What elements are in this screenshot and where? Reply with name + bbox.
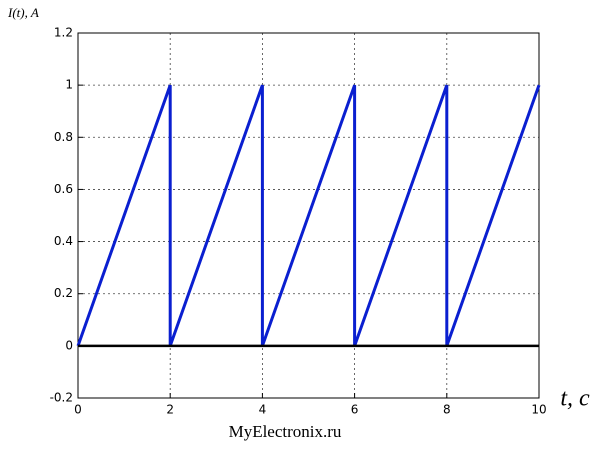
- x-tick-label: 8: [443, 403, 451, 417]
- watermark: MyElectronix.ru: [229, 422, 342, 441]
- y-tick-label: 1: [65, 78, 73, 92]
- y-tick-label: 0.6: [54, 182, 73, 196]
- x-tick-label: 10: [531, 403, 546, 417]
- y-tick-label: 0.2: [54, 286, 73, 300]
- x-tick-label: 6: [351, 403, 359, 417]
- x-tick-label: 2: [166, 403, 174, 417]
- y-tick-label: 0: [65, 338, 73, 352]
- plot-frame: [77, 32, 540, 399]
- x-axis-label: t, c: [560, 386, 590, 412]
- y-tick-label: 0.4: [54, 234, 73, 248]
- series-line: [76, 84, 541, 347]
- y-tick-label: -0.2: [50, 391, 73, 405]
- x-tick-label: 4: [259, 403, 267, 417]
- y-tick-label: 0.8: [54, 130, 73, 144]
- y-axis-label: I(t), A: [7, 5, 39, 20]
- x-tick-label: 0: [74, 403, 82, 417]
- y-tick-label: 1.2: [54, 26, 73, 40]
